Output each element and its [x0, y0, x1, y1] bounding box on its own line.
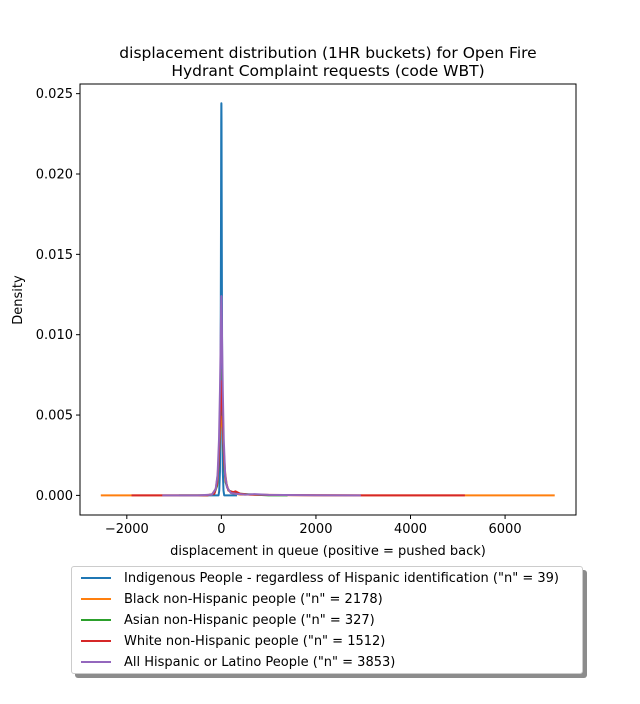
- x-tick-label: 6000: [489, 522, 522, 537]
- series-line-black: [100, 415, 555, 497]
- legend-item-black: Black non-Hispanic people ("n" = 2178): [72, 589, 383, 609]
- legend-label-indigenous: Indigenous People - regardless of Hispan…: [124, 570, 559, 586]
- legend-item-indigenous: Indigenous People - regardless of Hispan…: [72, 568, 559, 588]
- chart-title-line-1: displacement distribution (1HR buckets) …: [119, 44, 536, 62]
- series-line-asian: [178, 369, 288, 497]
- x-tick-label: 0: [217, 522, 225, 537]
- y-tick-label: 0.000: [36, 489, 73, 504]
- y-tick-label: 0.005: [36, 409, 73, 424]
- legend-label-asian: Asian non-Hispanic people ("n" = 327): [124, 612, 375, 628]
- legend-item-white: White non-Hispanic people ("n" = 1512): [72, 631, 385, 651]
- series-line-white: [131, 380, 465, 497]
- legend-label-hispanic: All Hispanic or Latino People ("n" = 385…: [124, 654, 396, 670]
- plot-frame: [79, 83, 577, 516]
- legend-label-black: Black non-Hispanic people ("n" = 2178): [124, 591, 383, 607]
- legend-label-white: White non-Hispanic people ("n" = 1512): [124, 633, 386, 649]
- x-tick-label: 2000: [299, 522, 332, 537]
- legend-item-hispanic: All Hispanic or Latino People ("n" = 385…: [72, 652, 395, 672]
- x-axis-label: displacement in queue (positive = pushed…: [170, 544, 486, 559]
- plot-area: −2000 0 2000 4000 6000 0.000 0.005 0.010 0.015 0.…: [36, 83, 577, 537]
- legend-item-asian: Asian non-Hispanic people ("n" = 327): [72, 610, 375, 630]
- x-tick-label: −2000: [105, 522, 149, 537]
- chart-title-line-2: Hydrant Complaint requests (code WBT): [171, 62, 484, 80]
- legend: Indigenous People - regardless of Hispan…: [71, 566, 583, 674]
- series-line-indigenous: [205, 102, 237, 497]
- legend-swatch-black: [81, 598, 111, 600]
- legend-swatch-asian: [81, 619, 111, 621]
- legend-swatch-indigenous: [81, 577, 111, 579]
- y-axis-label: Density: [11, 275, 26, 325]
- legend-swatch-hispanic: [81, 661, 111, 663]
- legend-swatch-white: [81, 640, 111, 642]
- y-tick-label: 0.015: [36, 248, 73, 263]
- y-tick-label: 0.010: [36, 328, 73, 343]
- y-tick-label: 0.025: [36, 87, 73, 102]
- y-tick-label: 0.020: [36, 167, 73, 182]
- x-tick-label: 4000: [394, 522, 427, 537]
- series-line-hispanic: [162, 295, 361, 497]
